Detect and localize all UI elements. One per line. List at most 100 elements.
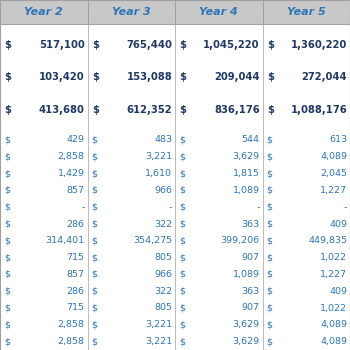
Text: $: $	[4, 219, 10, 229]
Text: 363: 363	[241, 287, 260, 296]
Text: $: $	[179, 169, 185, 178]
Text: $: $	[4, 287, 10, 296]
Text: 1,045,220: 1,045,220	[203, 40, 260, 50]
Text: 409: 409	[329, 287, 347, 296]
Text: $: $	[267, 169, 273, 178]
Text: 286: 286	[67, 219, 85, 229]
Text: $: $	[4, 40, 11, 50]
Text: 354,275: 354,275	[133, 236, 172, 245]
Text: 153,088: 153,088	[126, 72, 172, 82]
Text: $: $	[179, 303, 185, 313]
Text: $: $	[4, 303, 10, 313]
Text: 1,360,220: 1,360,220	[291, 40, 347, 50]
Text: 857: 857	[67, 270, 85, 279]
Bar	[0, 0, 88, 24]
Text: -: -	[256, 203, 260, 212]
Text: $: $	[92, 135, 98, 145]
Text: $: $	[179, 72, 186, 82]
Text: $: $	[267, 203, 273, 212]
Text: $: $	[179, 152, 185, 161]
Text: $: $	[4, 320, 10, 329]
Text: $: $	[267, 135, 273, 145]
Text: 272,044: 272,044	[302, 72, 347, 82]
Text: 1,089: 1,089	[233, 186, 260, 195]
Bar	[262, 0, 350, 24]
Text: Year 4: Year 4	[199, 7, 238, 17]
Text: 2,858: 2,858	[58, 152, 85, 161]
Text: 3,221: 3,221	[145, 337, 172, 346]
Text: $: $	[4, 152, 10, 161]
Text: $: $	[4, 105, 11, 115]
Text: 3,629: 3,629	[232, 337, 260, 346]
Text: 1,610: 1,610	[145, 169, 172, 178]
Text: $: $	[179, 337, 185, 346]
Text: 805: 805	[154, 253, 172, 262]
Text: Year 5: Year 5	[287, 7, 326, 17]
Text: 612,352: 612,352	[127, 105, 172, 115]
Text: $: $	[92, 270, 98, 279]
Text: $: $	[4, 270, 10, 279]
Text: 429: 429	[67, 135, 85, 145]
Text: $: $	[179, 320, 185, 329]
Text: 209,044: 209,044	[214, 72, 260, 82]
Text: $: $	[179, 219, 185, 229]
Text: Year 3: Year 3	[112, 7, 150, 17]
Text: $: $	[92, 219, 98, 229]
Text: 966: 966	[154, 186, 172, 195]
Text: 517,100: 517,100	[39, 40, 85, 50]
Text: $: $	[4, 169, 10, 178]
Text: 314,401: 314,401	[46, 236, 85, 245]
Text: 4,089: 4,089	[320, 320, 347, 329]
Text: $: $	[267, 105, 274, 115]
Text: $: $	[267, 253, 273, 262]
Text: $: $	[179, 203, 185, 212]
Text: $: $	[92, 105, 99, 115]
Text: 1,022: 1,022	[320, 303, 347, 313]
Text: $: $	[92, 186, 98, 195]
Bar	[88, 0, 175, 24]
Text: $: $	[179, 236, 185, 245]
Text: 2,858: 2,858	[58, 320, 85, 329]
Text: $: $	[267, 270, 273, 279]
Text: $: $	[267, 320, 273, 329]
Text: $: $	[267, 186, 273, 195]
Text: $: $	[179, 105, 186, 115]
Text: 2,858: 2,858	[58, 337, 85, 346]
Text: $: $	[179, 186, 185, 195]
Text: $: $	[4, 72, 11, 82]
Text: 966: 966	[154, 270, 172, 279]
Text: $: $	[92, 303, 98, 313]
Text: 322: 322	[154, 287, 172, 296]
Text: Year 2: Year 2	[25, 7, 63, 17]
Text: 409: 409	[329, 219, 347, 229]
Text: $: $	[267, 72, 274, 82]
Text: $: $	[92, 203, 98, 212]
Text: 3,629: 3,629	[232, 320, 260, 329]
Text: $: $	[4, 337, 10, 346]
Text: -: -	[169, 203, 172, 212]
Text: $: $	[92, 236, 98, 245]
Text: $: $	[179, 40, 186, 50]
Text: $: $	[267, 152, 273, 161]
Text: $: $	[4, 253, 10, 262]
Text: $: $	[92, 40, 99, 50]
Text: 413,680: 413,680	[39, 105, 85, 115]
Text: $: $	[267, 337, 273, 346]
Text: $: $	[179, 287, 185, 296]
Text: $: $	[4, 236, 10, 245]
Text: $: $	[179, 135, 185, 145]
Text: $: $	[267, 303, 273, 313]
Text: 1,022: 1,022	[320, 253, 347, 262]
Text: 286: 286	[67, 287, 85, 296]
Text: $: $	[4, 203, 10, 212]
Text: 544: 544	[242, 135, 260, 145]
Text: $: $	[92, 169, 98, 178]
Text: 1,227: 1,227	[320, 186, 347, 195]
Text: 1,227: 1,227	[320, 270, 347, 279]
Text: -: -	[344, 203, 347, 212]
Text: 322: 322	[154, 219, 172, 229]
Text: 449,835: 449,835	[308, 236, 347, 245]
Text: $: $	[4, 186, 10, 195]
Text: 3,629: 3,629	[232, 152, 260, 161]
Text: 4,089: 4,089	[320, 152, 347, 161]
